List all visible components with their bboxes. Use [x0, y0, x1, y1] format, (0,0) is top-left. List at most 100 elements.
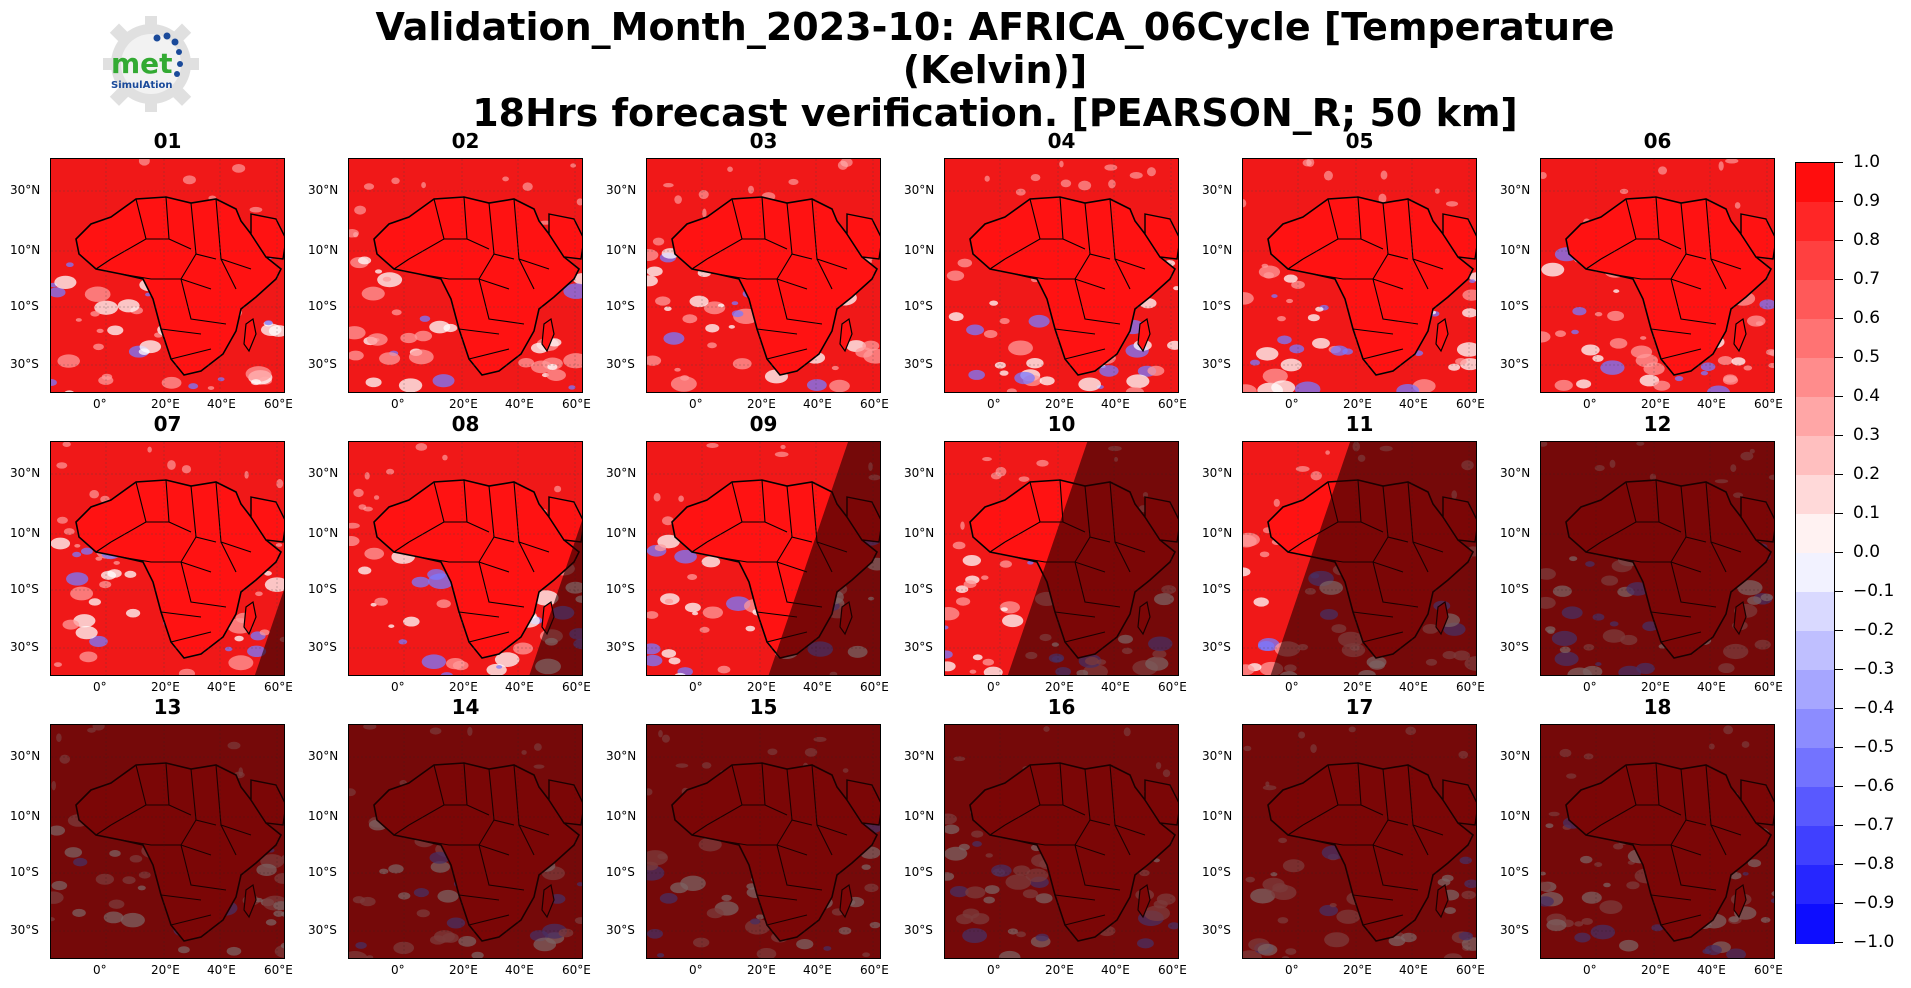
- y-tick-label: 30°S: [308, 640, 337, 654]
- x-tick-label: 40°E: [803, 680, 832, 694]
- colorbar-tick-label: −0.5: [1853, 737, 1895, 757]
- colorbar-tick-label: 0.6: [1853, 308, 1881, 328]
- y-tick-label: 30°S: [606, 923, 635, 937]
- x-tick-label: 60°E: [1158, 680, 1187, 694]
- colorbar-segment: [1796, 553, 1834, 593]
- panel-title: 08: [451, 412, 480, 436]
- logo: met SimulAtion: [95, 12, 207, 116]
- colorbar-tick: [1835, 591, 1843, 592]
- colorbar-segment: [1796, 280, 1834, 320]
- y-tick-label: 10°N: [1500, 526, 1531, 540]
- y-tick-label: 30°N: [1500, 183, 1531, 197]
- colorbar-tick-label: −0.2: [1853, 620, 1895, 640]
- y-tick-label: 30°S: [1202, 357, 1231, 371]
- panel-title: 02: [451, 129, 480, 153]
- y-tick-label: 10°S: [308, 582, 337, 596]
- title-line-2: 18Hrs forecast verification. [PEARSON_R;…: [472, 91, 1518, 135]
- colorbar-tick: [1835, 513, 1843, 514]
- y-tick-label: 30°N: [308, 183, 339, 197]
- colorbar-segment: [1796, 202, 1834, 242]
- x-tick-label: 20°E: [1343, 680, 1372, 694]
- colorbar-tick: [1835, 240, 1843, 241]
- map-panel: [944, 724, 1179, 959]
- panel-title: 04: [1047, 129, 1076, 153]
- y-tick-label: 30°S: [308, 923, 337, 937]
- map-plot: [349, 442, 582, 675]
- y-tick-label: 10°N: [1202, 809, 1233, 823]
- y-tick-label: 30°S: [606, 357, 635, 371]
- y-tick-label: 10°N: [606, 809, 637, 823]
- map-plot: [1243, 159, 1476, 392]
- x-tick-label: 20°E: [747, 963, 776, 977]
- colorbar-segment: [1796, 319, 1834, 359]
- colorbar-tick-label: −0.9: [1853, 893, 1895, 913]
- x-tick-label: 60°E: [1754, 963, 1783, 977]
- map-plot: [1541, 442, 1774, 675]
- x-tick-label: 40°E: [1697, 680, 1726, 694]
- y-tick-label: 10°S: [1202, 865, 1231, 879]
- map-panel: [1540, 441, 1775, 676]
- x-tick-label: 0°: [987, 397, 1001, 411]
- x-tick-label: 40°E: [1697, 963, 1726, 977]
- x-tick-label: 20°E: [1641, 680, 1670, 694]
- y-tick-label: 10°N: [904, 809, 935, 823]
- x-tick-label: 40°E: [505, 397, 534, 411]
- x-tick-label: 20°E: [1343, 963, 1372, 977]
- y-tick-label: 10°S: [308, 865, 337, 879]
- map-plot: [349, 159, 582, 392]
- x-tick-label: 60°E: [1754, 397, 1783, 411]
- colorbar-segment: [1796, 241, 1834, 281]
- colorbar-tick: [1835, 474, 1843, 475]
- colorbar-tick: [1835, 669, 1843, 670]
- colorbar-tick-label: 0.8: [1853, 230, 1881, 250]
- colorbar-segment: [1796, 163, 1834, 203]
- y-tick-label: 10°N: [308, 526, 339, 540]
- x-tick-label: 0°: [1583, 397, 1597, 411]
- colorbar-segment: [1796, 592, 1834, 632]
- map-plot: [647, 725, 880, 958]
- colorbar-tick-label: 0.9: [1853, 191, 1881, 211]
- y-tick-label: 10°N: [1202, 526, 1233, 540]
- y-tick-label: 10°S: [10, 865, 39, 879]
- x-tick-label: 60°E: [1754, 680, 1783, 694]
- map-panel: [348, 158, 583, 393]
- y-tick-label: 30°S: [1202, 923, 1231, 937]
- y-tick-label: 30°N: [904, 466, 935, 480]
- y-tick-label: 10°N: [10, 243, 41, 257]
- colorbar-tick-label: 0.4: [1853, 386, 1881, 406]
- colorbar: [1795, 162, 1835, 944]
- map-panel: [348, 441, 583, 676]
- x-tick-label: 40°E: [505, 963, 534, 977]
- y-tick-label: 30°N: [1202, 183, 1233, 197]
- colorbar-tick: [1835, 708, 1843, 709]
- colorbar-tick: [1835, 162, 1843, 163]
- y-tick-label: 10°S: [1500, 582, 1529, 596]
- colorbar-tick: [1835, 201, 1843, 202]
- map-plot: [647, 159, 880, 392]
- map-panel: [944, 441, 1179, 676]
- x-tick-label: 0°: [1583, 963, 1597, 977]
- colorbar-tick-label: 0.5: [1853, 347, 1881, 367]
- logo-text: met: [111, 47, 173, 80]
- x-tick-label: 20°E: [449, 680, 478, 694]
- map-panel: [646, 441, 881, 676]
- y-tick-label: 10°S: [606, 299, 635, 313]
- x-tick-label: 40°E: [207, 963, 236, 977]
- colorbar-tick: [1835, 903, 1843, 904]
- x-tick-label: 0°: [391, 397, 405, 411]
- x-tick-label: 20°E: [449, 963, 478, 977]
- panel-title: 18: [1643, 695, 1672, 719]
- x-tick-label: 40°E: [803, 963, 832, 977]
- x-tick-label: 60°E: [1456, 680, 1485, 694]
- y-tick-label: 10°N: [606, 526, 637, 540]
- y-tick-label: 30°N: [10, 183, 41, 197]
- x-tick-label: 60°E: [562, 963, 591, 977]
- y-tick-label: 30°N: [308, 466, 339, 480]
- panel-title: 17: [1345, 695, 1374, 719]
- map-plot: [1243, 442, 1476, 675]
- y-tick-label: 10°N: [308, 809, 339, 823]
- y-tick-label: 10°S: [904, 865, 933, 879]
- y-tick-label: 30°S: [1500, 640, 1529, 654]
- x-tick-label: 20°E: [151, 963, 180, 977]
